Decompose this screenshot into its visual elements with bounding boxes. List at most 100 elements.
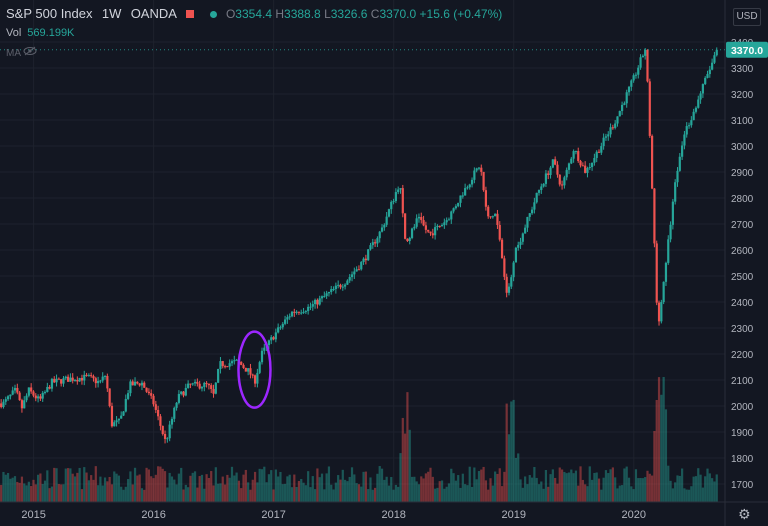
volume-bar — [34, 484, 37, 502]
volume-bar — [55, 468, 58, 502]
candle-body — [477, 167, 481, 169]
candle-body — [595, 151, 598, 158]
candle-body — [357, 269, 361, 271]
volume-bar — [494, 471, 497, 502]
volume-bar — [410, 476, 414, 502]
candle-body — [39, 396, 42, 399]
volume-bar — [558, 467, 561, 502]
candle-body — [627, 86, 631, 93]
candle-body — [212, 389, 215, 394]
volume-bar — [230, 466, 234, 502]
last-price-label: 3370.0 — [731, 45, 763, 57]
volume-bar — [283, 483, 287, 502]
eye-off-icon[interactable] — [23, 46, 37, 59]
candle-body — [487, 206, 490, 217]
candle-body — [87, 375, 90, 377]
volume-bar — [528, 475, 531, 502]
candle-body — [138, 383, 141, 386]
candle-body — [681, 145, 684, 157]
candle-body — [163, 433, 167, 439]
volume-bar — [454, 480, 457, 502]
volume-bar — [604, 470, 608, 502]
volume-bar — [350, 467, 354, 502]
last-price-marker: 3370.0 — [0, 41, 768, 58]
volume-bar — [9, 478, 12, 502]
candle-body — [547, 173, 550, 175]
volume-bar — [43, 480, 47, 502]
volume-bar — [362, 471, 365, 502]
source-label[interactable]: OANDA — [130, 6, 177, 21]
candlesticks — [0, 47, 718, 444]
candle-body — [355, 269, 358, 272]
candle-body — [9, 394, 12, 397]
volume-bar — [537, 484, 541, 502]
low-label: L — [324, 7, 331, 21]
candle-body — [655, 243, 658, 303]
candle-body — [353, 271, 356, 275]
candle-body — [150, 393, 153, 396]
y-tick-label: 1700 — [731, 480, 754, 491]
candle-body — [325, 293, 328, 297]
currency-button[interactable]: USD — [733, 8, 761, 26]
candle-body — [16, 387, 19, 393]
volume-bar — [420, 476, 423, 502]
volume-bar — [353, 474, 356, 502]
y-tick-label: 2800 — [731, 194, 754, 205]
volume-bar — [242, 474, 245, 502]
volume-bar — [586, 486, 589, 502]
candle-body — [113, 422, 116, 427]
candle-body — [279, 327, 282, 329]
candle-body — [579, 160, 582, 166]
volume-bar — [417, 484, 421, 502]
symbol-legend: S&P 500 Index 1W OANDA O3354.4 H3388.8 L… — [6, 6, 502, 22]
candle-body — [57, 378, 60, 380]
candle-body — [230, 361, 234, 364]
candle-body — [687, 125, 691, 127]
candle-body — [244, 367, 247, 372]
volume-bar — [11, 477, 14, 502]
volume-bar — [154, 474, 157, 502]
candle-body — [427, 229, 430, 232]
candle-body — [34, 395, 37, 399]
volume-bar — [87, 480, 90, 502]
volume-bar — [265, 482, 268, 502]
interval-label[interactable]: 1W — [101, 6, 122, 21]
candle-body — [593, 157, 596, 163]
volume-bar — [90, 475, 93, 502]
candle-body — [551, 159, 554, 168]
volume-bar — [408, 429, 411, 502]
volume-bar — [512, 399, 515, 502]
ma-legend[interactable]: MA — [6, 46, 37, 59]
volume-bar — [200, 474, 204, 502]
candle-body — [657, 302, 661, 322]
volume-bar — [127, 479, 130, 502]
volume-bar — [147, 469, 150, 502]
candle-body — [602, 137, 605, 147]
volume-bar — [20, 476, 24, 502]
candle-body — [609, 127, 612, 135]
volume-bar — [706, 468, 709, 502]
candle-body — [503, 258, 506, 277]
volume-bar — [694, 476, 698, 502]
volume-label: Vol — [6, 27, 22, 39]
candle-body — [334, 285, 337, 290]
gear-icon[interactable]: ⚙ — [738, 506, 751, 522]
volume-bar — [401, 417, 404, 502]
volume-bar — [27, 481, 30, 502]
volume-bar — [697, 468, 700, 502]
candle-body — [530, 209, 534, 214]
candle-body — [422, 220, 425, 226]
x-tick-label: 2018 — [381, 509, 405, 521]
volume-bar — [639, 478, 642, 502]
volume-bar — [447, 483, 451, 502]
candle-body — [256, 372, 259, 384]
volume-bar — [685, 489, 688, 502]
candle-body — [223, 366, 227, 368]
candle-body — [318, 298, 321, 305]
candle-body — [607, 134, 610, 137]
symbol-name[interactable]: S&P 500 Index — [6, 6, 93, 21]
volume-bar — [544, 469, 548, 502]
volume-bar — [187, 487, 190, 502]
candle-body — [32, 391, 35, 396]
